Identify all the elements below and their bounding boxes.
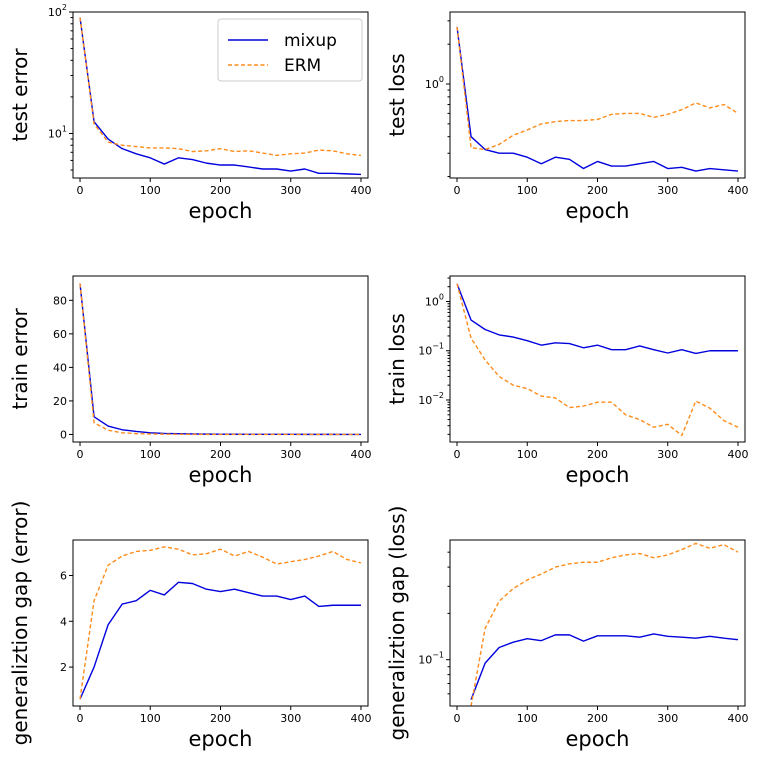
panel-test-error: 0 100 200 300 400 101 102 epoch test error mixup E… — [8, 3, 371, 223]
axes-frame — [449, 11, 746, 179]
ytick-label: 100 — [425, 293, 444, 309]
series-erm-line — [79, 546, 362, 700]
series-erm-line — [456, 26, 739, 151]
y-axis-label: generaliztion gap (loss) — [385, 506, 409, 741]
xtick-label: 200 — [587, 184, 608, 197]
ytick-label: 0 — [60, 428, 67, 441]
xtick-label: 0 — [77, 184, 84, 197]
xtick-label: 300 — [657, 448, 678, 461]
series-mixup-line — [79, 581, 361, 700]
ytick-label: 20 — [53, 395, 67, 408]
ytick-label: 102 — [48, 3, 67, 19]
legend: mixup ERM — [217, 18, 363, 82]
ytick-label: 80 — [53, 294, 67, 307]
xtick-label: 300 — [280, 448, 301, 461]
x-axis-label: epoch — [566, 199, 630, 223]
series-mixup-line — [456, 26, 739, 172]
ytick-label: 4 — [60, 615, 67, 628]
x-axis-label: epoch — [189, 463, 253, 487]
y-axis-label: train error — [8, 308, 32, 410]
xtick-label: 100 — [517, 184, 538, 197]
ytick-label: 40 — [53, 361, 67, 374]
ytick-label: 10−2 — [418, 391, 444, 407]
xtick-label: 200 — [587, 448, 608, 461]
ytick-label: 100 — [425, 75, 444, 91]
ytick-label: 10−1 — [418, 342, 444, 358]
y-axis-label: train loss — [385, 313, 409, 405]
x-axis-label: epoch — [566, 463, 630, 487]
ytick-label: 2 — [60, 661, 67, 674]
x-axis-label: epoch — [566, 727, 630, 751]
axes-frame — [72, 539, 369, 707]
series-mixup-line — [456, 283, 738, 355]
xtick-label: 200 — [587, 712, 608, 725]
xtick-label: 300 — [280, 712, 301, 725]
x-axis-label: epoch — [189, 727, 253, 751]
xtick-label: 0 — [77, 712, 84, 725]
xtick-label: 300 — [657, 184, 678, 197]
series-erm-line — [456, 283, 739, 437]
panel-gap-error: 0 100 200 300 400 2 4 6 epoch generaliztion gap (… — [8, 501, 371, 751]
xtick-label: 100 — [517, 448, 538, 461]
xtick-label: 200 — [210, 184, 231, 197]
series-mixup-line — [79, 17, 362, 176]
y-axis-label: test loss — [385, 53, 409, 136]
legend-label-erm: ERM — [284, 56, 321, 76]
xtick-label: 100 — [140, 184, 161, 197]
panel-train-loss: 0 100 200 300 400 10−2 10−1 100 epoch train loss — [385, 275, 748, 487]
xtick-label: 200 — [210, 712, 231, 725]
y-axis-label: generaliztion gap (error) — [8, 501, 32, 746]
series-erm-line — [470, 542, 739, 707]
xtick-label: 400 — [350, 712, 371, 725]
xtick-label: 0 — [77, 448, 84, 461]
series-mixup-line — [79, 283, 361, 436]
xtick-label: 0 — [454, 712, 461, 725]
panel-train-error: 0 100 200 300 400 0 20 40 60 80 epoch train error — [8, 275, 371, 487]
axes-frame — [449, 275, 746, 443]
axes-frame — [449, 539, 746, 707]
xtick-label: 100 — [140, 712, 161, 725]
ytick-label: 101 — [48, 124, 67, 140]
ytick-label: 10−1 — [418, 651, 444, 667]
x-axis-label: epoch — [189, 199, 253, 223]
xtick-label: 300 — [280, 184, 301, 197]
xtick-label: 0 — [454, 448, 461, 461]
xtick-label: 100 — [517, 712, 538, 725]
xtick-label: 300 — [657, 712, 678, 725]
ytick-label: 6 — [60, 569, 67, 582]
series-erm-line — [79, 283, 361, 436]
xtick-label: 400 — [350, 448, 371, 461]
panel-gap-loss: 0 100 200 300 400 10−1 epoch generaliztion gap … — [385, 506, 748, 751]
panel-test-loss: 0 100 200 300 400 100 epoch test loss — [385, 11, 748, 223]
axes-frame — [72, 275, 369, 443]
xtick-label: 400 — [727, 184, 748, 197]
xtick-label: 200 — [210, 448, 231, 461]
xtick-label: 0 — [454, 184, 461, 197]
ytick-label: 60 — [53, 328, 67, 341]
xtick-label: 400 — [727, 448, 748, 461]
xtick-label: 400 — [727, 712, 748, 725]
legend-label-mixup: mixup — [284, 31, 337, 51]
y-axis-label: test error — [8, 48, 32, 142]
series-mixup-line — [470, 633, 739, 700]
series-erm-line — [79, 17, 362, 157]
xtick-label: 400 — [350, 184, 371, 197]
xtick-label: 100 — [140, 448, 161, 461]
